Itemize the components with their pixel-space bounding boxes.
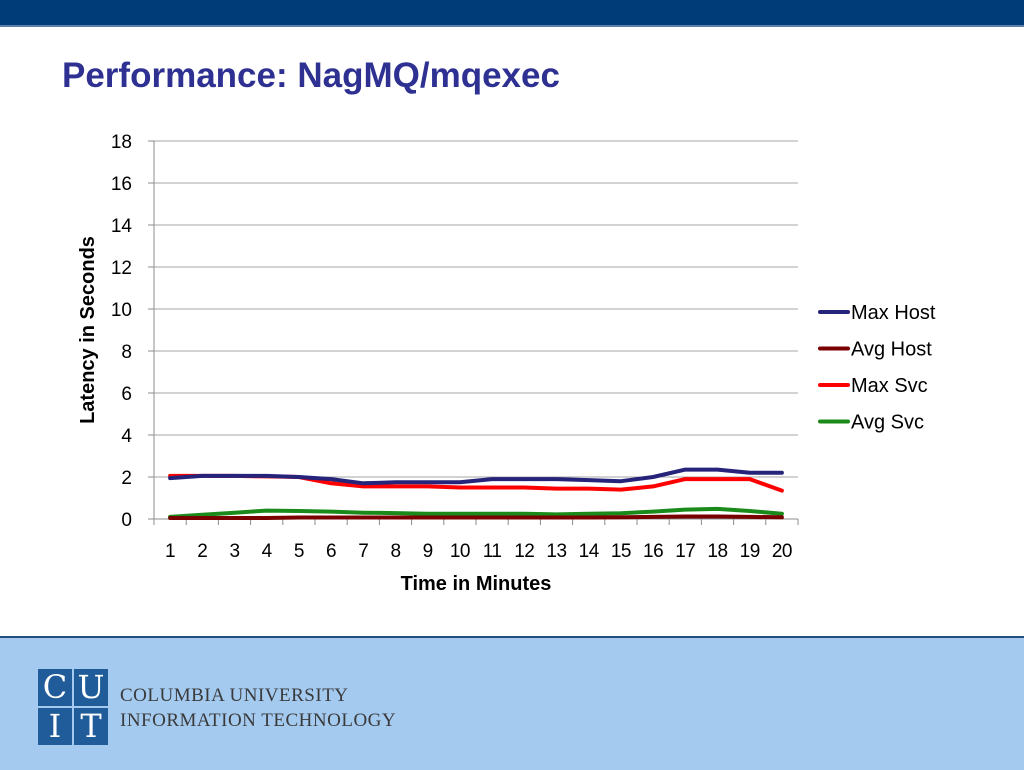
x-tick-label: 17 <box>675 541 695 562</box>
x-tick-label: 12 <box>514 541 534 562</box>
x-tick-label: 15 <box>611 541 631 562</box>
org-name-line2: INFORMATION TECHNOLOGY <box>120 710 397 731</box>
y-tick-label: 8 <box>121 342 132 363</box>
logo-letter-i: I <box>38 708 72 745</box>
series-line-max-host <box>168 467 784 486</box>
x-tick-label: 8 <box>390 541 400 562</box>
x-tick-label: 14 <box>579 541 600 562</box>
legend-label: Max Host <box>851 302 936 324</box>
series-line-avg-svc <box>168 506 784 519</box>
y-tick-label: 12 <box>111 258 132 279</box>
x-tick-label: 18 <box>707 541 727 562</box>
y-tick-label: 4 <box>121 426 132 447</box>
x-tick-label: 16 <box>643 541 663 562</box>
x-tick-label: 3 <box>229 541 239 562</box>
y-tick-label: 18 <box>111 132 132 153</box>
legend-label: Avg Svc <box>851 412 924 434</box>
org-name: COLUMBIA UNIVERSITY INFORMATION TECHNOLO… <box>120 683 396 733</box>
org-name-line1: COLUMBIA UNIVERSITY <box>120 685 349 706</box>
footer-banner: C U I T COLUMBIA UNIVERSITY INFORMATION … <box>0 636 1024 770</box>
logo-letter-c: C <box>38 669 72 706</box>
legend-label: Avg Host <box>851 339 932 361</box>
y-tick-label: 14 <box>111 216 133 237</box>
y-tick-label: 16 <box>111 174 132 195</box>
top-banner <box>0 0 1024 27</box>
x-tick-label: 9 <box>423 541 433 562</box>
x-axis-title: Time in Minutes <box>401 573 552 595</box>
series-line-max-svc <box>168 473 784 493</box>
x-tick-label: 19 <box>740 541 760 562</box>
logo-letter-u: U <box>74 669 108 706</box>
y-axis-title: Latency in Seconds <box>77 236 99 424</box>
cuit-logo: C U I T <box>38 669 108 745</box>
x-tick-label: 7 <box>358 541 368 562</box>
x-tick-label: 1 <box>165 541 175 562</box>
x-tick-label: 5 <box>294 541 304 562</box>
legend-label: Max Svc <box>851 375 928 397</box>
logo-letter-t: T <box>74 708 108 745</box>
x-tick-label: 11 <box>483 541 502 562</box>
y-tick-label: 0 <box>121 510 132 531</box>
x-tick-label: 6 <box>326 541 336 562</box>
x-tick-label: 10 <box>450 541 470 562</box>
x-tick-label: 13 <box>546 541 566 562</box>
y-tick-label: 10 <box>111 300 132 321</box>
series-line-avg-host <box>168 514 784 520</box>
x-tick-label: 20 <box>772 541 792 562</box>
x-tick-label: 2 <box>197 541 207 562</box>
x-tick-label: 4 <box>262 541 273 562</box>
y-tick-label: 2 <box>121 468 132 489</box>
y-tick-label: 6 <box>121 384 132 405</box>
slide-title: Performance: NagMQ/mqexec <box>62 56 560 95</box>
